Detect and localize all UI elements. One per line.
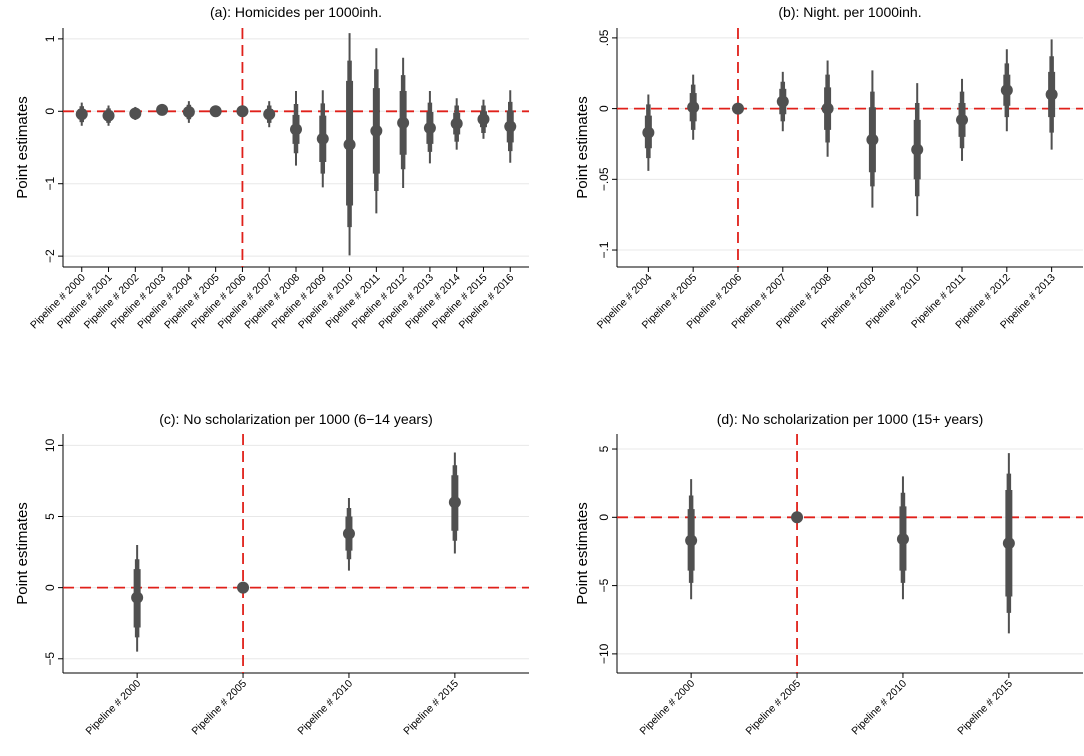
point-estimate [343,138,356,151]
point-estimate [263,108,276,121]
point-estimate [182,106,195,119]
point-estimate [1002,537,1015,550]
panel-4: −10 −5 0 5 Point estimates (d): No scholariza… [574,411,1083,737]
x-tick-label: Pipeline # 2015 [401,678,461,738]
point-estimate [209,105,222,118]
y-axis-label: Point estimates [574,502,591,605]
panel-2: −.1 −.05 0 .05 Point estimates (b): Night. pe… [574,4,1083,331]
point-estimate [642,126,655,139]
y-tick-label: .05 [597,29,611,46]
y-axis-label: Point estimates [574,96,591,199]
point-estimate [911,143,924,156]
y-tick-label: −2 [43,249,57,263]
chart-title: (d): No scholarization per 1000 (15+ yea… [717,411,984,427]
point-estimate [75,108,88,121]
point-estimate [956,113,969,126]
x-tick-label: Pipeline # 2000 [638,678,698,738]
y-axis-label: Point estimates [14,96,31,199]
point-estimate [731,102,744,115]
point-estimate [129,107,142,120]
y-tick-label: 0 [597,514,611,521]
y-tick-label: 5 [597,445,611,452]
y-tick-label: 0 [43,584,57,591]
y-tick-label: 0 [43,108,57,115]
x-tick-label: Pipeline # 2005 [743,678,803,738]
chart-title: (a): Homicides per 1000inh. [210,4,382,20]
y-tick-label: −.1 [597,241,611,258]
y-tick-label: −10 [597,643,611,664]
y-tick-label: −5 [43,652,57,666]
y-tick-label: −5 [597,578,611,592]
y-tick-label: 1 [43,35,57,42]
point-estimate [370,124,383,137]
point-estimate [448,496,461,509]
point-estimate [866,133,879,146]
point-estimate [342,527,355,540]
point-estimate [685,534,698,547]
point-estimate [156,103,169,116]
x-tick-label: Pipeline # 2000 [84,678,144,738]
point-estimate [1000,84,1013,97]
point-estimate [776,95,789,108]
point-estimate [131,591,144,604]
point-estimate [236,105,249,118]
point-estimate [504,120,517,133]
y-tick-label: 0 [597,105,611,112]
chart-title: (b): Night. per 1000inh. [778,4,921,20]
point-estimate [477,113,490,126]
point-estimate [102,109,115,122]
y-tick-label: 10 [43,438,57,452]
point-estimate [290,123,302,136]
point-estimate [896,533,909,546]
y-tick-label: −.05 [597,167,611,191]
panel-1: −2 −1 0 1 Point estimates (a): Homicides per … [14,4,529,331]
x-tick-label: Pipeline # 2005 [189,678,249,738]
point-estimate [791,511,804,524]
point-estimate [316,132,329,145]
y-axis-label: Point estimates [14,502,31,605]
x-tick-label: Pipeline # 2015 [955,678,1015,738]
point-estimate [423,121,436,134]
point-estimate [1045,88,1058,101]
point-estimate [450,117,463,130]
y-tick-label: −1 [43,177,57,191]
panel-3: −5 0 5 10 Point estimates (c): No scholarizat… [14,411,529,737]
point-estimate [397,116,410,129]
x-tick-label: Pipeline # 2010 [849,678,909,738]
chart-title: (c): No scholarization per 1000 (6−14 ye… [159,411,433,427]
point-estimate [237,581,250,594]
y-tick-label: 5 [43,513,57,520]
point-estimate [821,102,834,115]
point-estimate [687,101,700,114]
x-tick-label: Pipeline # 2010 [295,678,355,738]
